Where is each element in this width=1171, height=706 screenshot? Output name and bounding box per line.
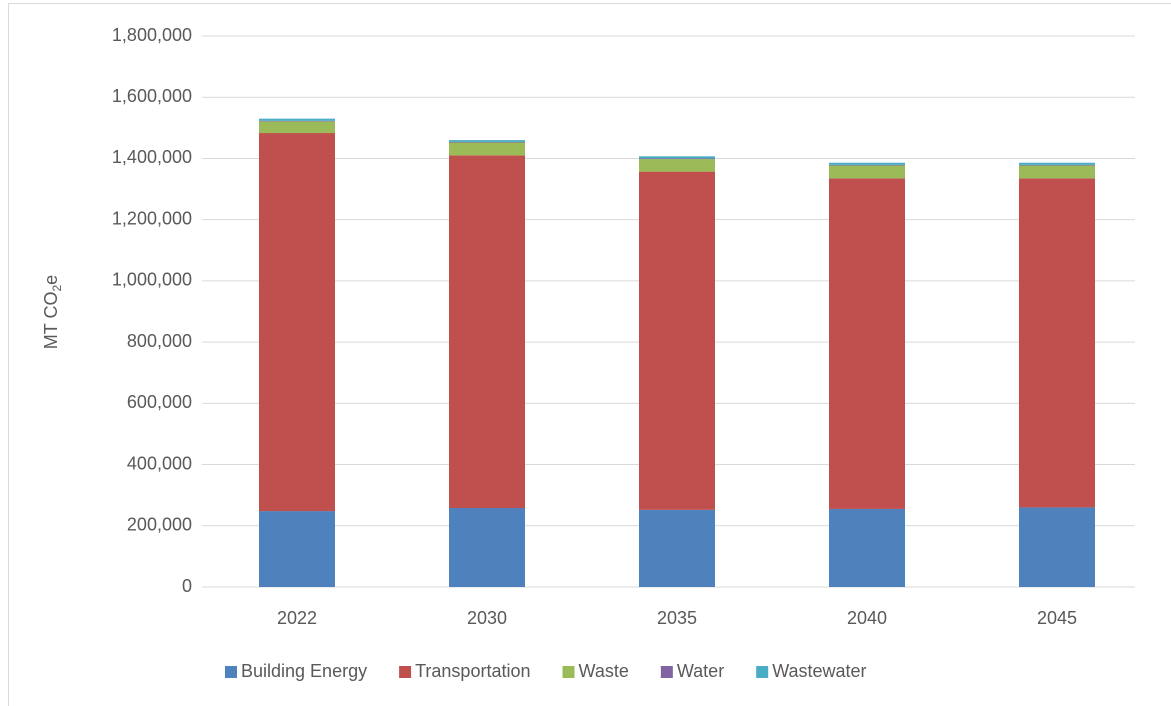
legend-label: Building Energy bbox=[241, 661, 367, 681]
bar-segment bbox=[1019, 162, 1095, 165]
x-tick-label: 2045 bbox=[1037, 608, 1077, 628]
bar-segment bbox=[829, 508, 905, 587]
y-tick-label: 1,600,000 bbox=[112, 86, 192, 106]
bar-segment bbox=[259, 133, 335, 512]
bar-segment bbox=[259, 118, 335, 121]
legend-swatch bbox=[660, 666, 673, 678]
bar-segment bbox=[829, 165, 905, 179]
bar-segment bbox=[449, 155, 525, 509]
legend-label: Waste bbox=[579, 661, 629, 681]
y-tick-label: 600,000 bbox=[127, 392, 192, 412]
bar-segment bbox=[259, 121, 335, 134]
y-label-main: MT CO bbox=[41, 292, 61, 350]
bar-segment bbox=[1019, 164, 1095, 166]
y-label-sub: 2 bbox=[50, 285, 64, 292]
legend-swatch bbox=[562, 666, 575, 678]
bar-segment bbox=[639, 171, 715, 510]
bar-segment bbox=[449, 142, 525, 156]
x-tick-label: 2035 bbox=[657, 608, 697, 628]
bar-segment bbox=[259, 511, 335, 587]
bar-segment bbox=[829, 164, 905, 166]
y-axis-label: MT CO2e bbox=[41, 275, 64, 349]
chart-border bbox=[8, 3, 1171, 706]
legend-label: Wastewater bbox=[772, 661, 866, 681]
legend-label: Water bbox=[677, 661, 724, 681]
legend-label: Transportation bbox=[415, 661, 530, 681]
bar-segment bbox=[1019, 507, 1095, 587]
y-label-suffix: e bbox=[41, 275, 61, 285]
bar-segment bbox=[639, 159, 715, 172]
y-tick-label: 0 bbox=[182, 576, 192, 596]
y-tick-label: 1,000,000 bbox=[112, 270, 192, 290]
bar-segment bbox=[829, 178, 905, 509]
bar-segment bbox=[639, 158, 715, 160]
y-tick-label: 1,200,000 bbox=[112, 208, 192, 228]
bar-segment bbox=[449, 140, 525, 142]
x-tick-label: 2022 bbox=[277, 608, 317, 628]
bar-segment bbox=[1019, 165, 1095, 179]
y-tick-label: 800,000 bbox=[127, 331, 192, 351]
y-tick-label: 1,400,000 bbox=[112, 147, 192, 167]
y-tick-label: 400,000 bbox=[127, 453, 192, 473]
legend-swatch bbox=[225, 666, 237, 678]
legend-swatch bbox=[399, 666, 412, 678]
bar-segment bbox=[639, 509, 715, 587]
bar-segment bbox=[829, 162, 905, 165]
bar-segment bbox=[449, 141, 525, 143]
x-tick-label: 2030 bbox=[467, 608, 507, 628]
y-tick-label: 1,800,000 bbox=[112, 25, 192, 45]
bar-segment bbox=[1019, 178, 1095, 508]
x-tick-label: 2040 bbox=[847, 608, 887, 628]
bar-segment bbox=[449, 508, 525, 587]
legend-swatch bbox=[756, 666, 769, 678]
y-tick-label: 200,000 bbox=[127, 515, 192, 535]
bar-segment bbox=[639, 156, 715, 159]
bar-segment bbox=[259, 120, 335, 122]
